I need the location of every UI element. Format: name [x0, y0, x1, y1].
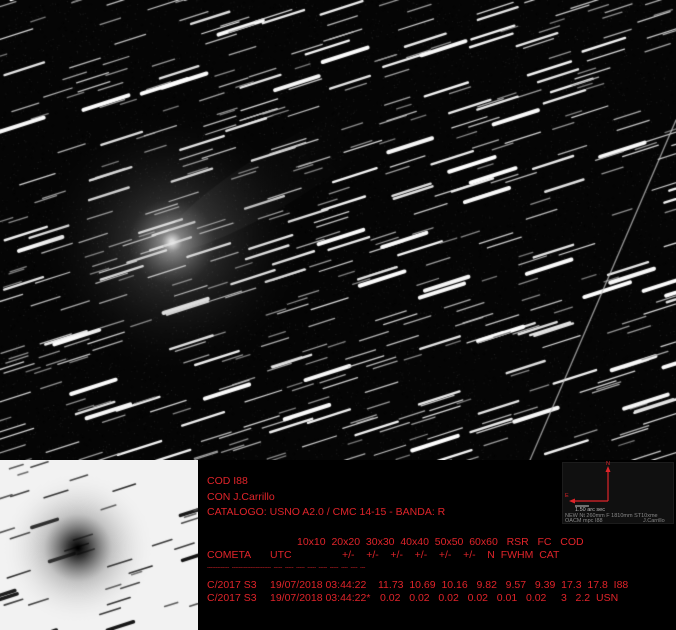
row-2-utc: 19/07/2018 03:44:22*: [270, 592, 371, 604]
compass-arrows-icon: [569, 466, 611, 507]
east-label: E: [565, 493, 569, 499]
observatory-code: COD I88: [207, 475, 248, 487]
station-label: OACM mpc I88: [565, 518, 603, 524]
author-label: J.Carrillo: [643, 518, 665, 524]
telescope-info: NEW Nt 260mm F 1810mm ST10xme: [565, 513, 658, 519]
header-utc: UTC: [270, 549, 292, 561]
comet-inverted-inset-image: [0, 460, 198, 630]
north-label: N: [606, 461, 610, 467]
row-1-values: 11.73 10.69 10.16 9.82 9.57 9.39 17.3 17…: [378, 579, 629, 591]
row-2-object: C/2017 S3: [207, 592, 257, 604]
scale-label: 1.50 arc sec: [575, 507, 605, 513]
header-errors: +/- +/- +/- +/- +/- +/- N FWHM CAT: [342, 549, 560, 561]
catalog-band: CATALOGO: USNO A2.0 / CMC 14-15 - BANDA:…: [207, 506, 446, 518]
aperture-header: 10x10 20x20 30x30 40x40 50x50 60x60 RSR …: [297, 536, 584, 548]
row-1-object: C/2017 S3: [207, 579, 257, 591]
row-2-values: 0.02 0.02 0.02 0.02 0.01 0.02 3 2.2 USN: [380, 592, 619, 604]
observer-name: CON J.Carrillo: [207, 491, 275, 503]
orientation-scale-box: N E 1.50 arc sec NEW Nt 260mm F 1810mm S…: [562, 461, 674, 524]
comet-star-field-image: [0, 0, 676, 460]
table-separator: ------------- ----------------------- --…: [207, 565, 366, 571]
row-1-utc: 19/07/2018 03:44:22: [270, 579, 367, 591]
header-cometa: COMETA: [207, 549, 252, 561]
